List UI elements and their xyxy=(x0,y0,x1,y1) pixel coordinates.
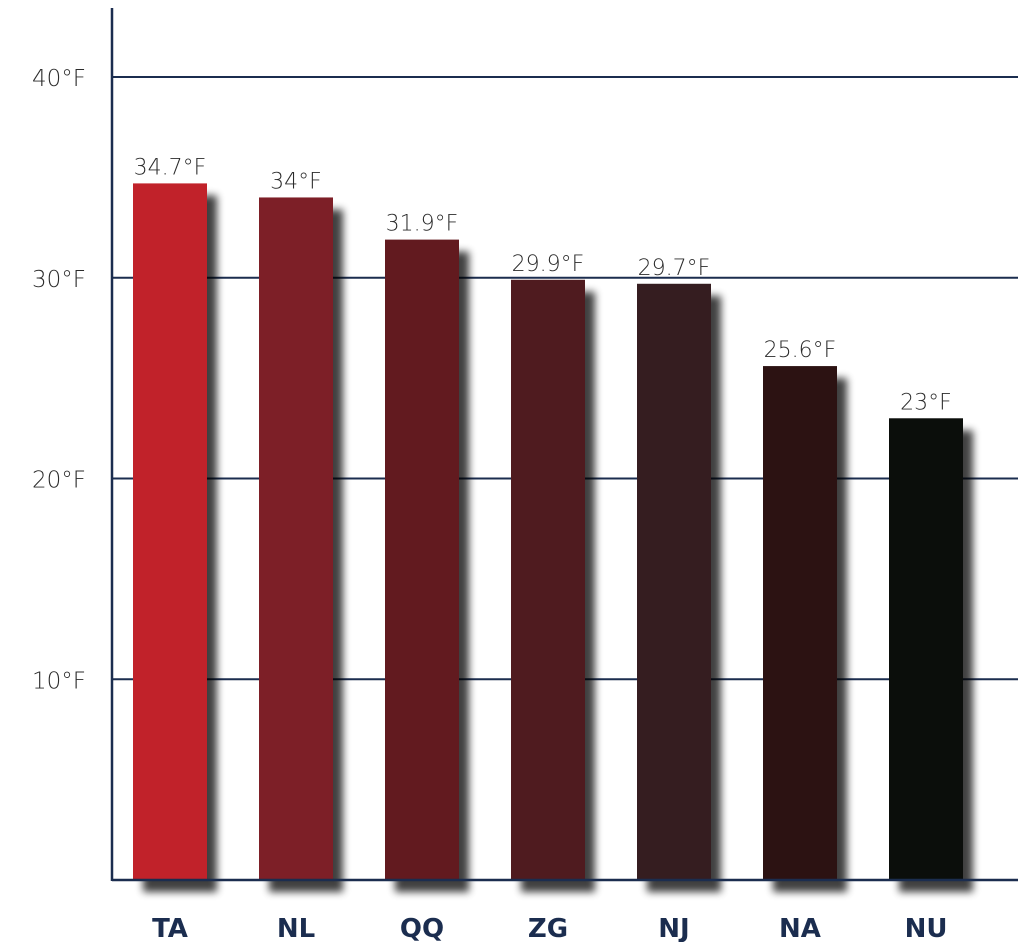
data-label: 29.7°F xyxy=(638,256,711,281)
y-tick-label: 20°F xyxy=(32,468,86,494)
bars xyxy=(133,183,963,881)
y-tick-label: 40°F xyxy=(32,66,86,92)
x-tick-label: ZG xyxy=(528,914,568,942)
bar xyxy=(511,279,585,880)
bar xyxy=(259,197,333,880)
bar xyxy=(889,418,963,880)
y-tick-label: 30°F xyxy=(32,267,86,293)
x-tick-label: NJ xyxy=(658,914,689,942)
x-tick-label: TA xyxy=(152,914,188,942)
bar xyxy=(385,239,459,881)
axes xyxy=(110,8,1018,882)
bar xyxy=(133,183,207,880)
x-tick-label: NL xyxy=(277,914,315,942)
data-label: 31.9°F xyxy=(386,212,459,237)
data-label: 34.7°F xyxy=(134,155,207,180)
y-tick-label: 10°F xyxy=(32,668,86,694)
data-label: 29.9°F xyxy=(512,252,585,277)
data-label: 25.6°F xyxy=(764,338,837,363)
x-tick-label: NU xyxy=(905,914,948,942)
x-tick-label: NA xyxy=(779,914,821,942)
data-label: 23°F xyxy=(900,390,952,415)
data-label: 34°F xyxy=(270,169,322,194)
bar xyxy=(637,283,711,881)
x-tick-label: QQ xyxy=(400,914,444,942)
labels: 10°F 20°F 30°F 40°F 34.7°F TA 34°F NL 31.9°F QQ 29… xyxy=(32,66,952,942)
bar xyxy=(763,366,837,881)
